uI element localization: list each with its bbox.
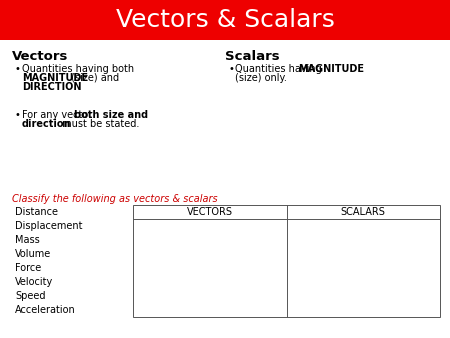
Bar bbox=[133, 205, 440, 317]
Text: (size) and: (size) and bbox=[68, 73, 119, 83]
Text: Acceleration: Acceleration bbox=[15, 305, 76, 315]
Text: VECTORS: VECTORS bbox=[187, 207, 233, 217]
Text: •: • bbox=[15, 64, 21, 74]
Text: Classify the following as vectors & scalars: Classify the following as vectors & scal… bbox=[12, 194, 218, 204]
Text: SCALARS: SCALARS bbox=[341, 207, 386, 217]
Text: For any vector: For any vector bbox=[22, 110, 95, 120]
Text: direction: direction bbox=[22, 119, 72, 129]
Text: Distance: Distance bbox=[15, 207, 58, 217]
Text: Scalars: Scalars bbox=[225, 50, 279, 63]
Text: Velocity: Velocity bbox=[15, 277, 53, 287]
Text: •: • bbox=[228, 64, 234, 74]
Text: MAGNITUDE: MAGNITUDE bbox=[298, 64, 364, 74]
Text: .: . bbox=[67, 82, 70, 92]
Text: Volume: Volume bbox=[15, 249, 51, 259]
Text: Displacement: Displacement bbox=[15, 221, 82, 231]
Text: MAGNITUDE: MAGNITUDE bbox=[22, 73, 88, 83]
Text: (size) only.: (size) only. bbox=[235, 73, 287, 83]
Text: •: • bbox=[15, 110, 21, 120]
Bar bbox=[0, 0, 450, 40]
Text: Quantities having both: Quantities having both bbox=[22, 64, 134, 74]
Text: Quantities having: Quantities having bbox=[235, 64, 325, 74]
Text: Mass: Mass bbox=[15, 235, 40, 245]
Text: both size and: both size and bbox=[74, 110, 148, 120]
Text: DIRECTION: DIRECTION bbox=[22, 82, 81, 92]
Text: Vectors: Vectors bbox=[12, 50, 68, 63]
Text: Vectors & Scalars: Vectors & Scalars bbox=[116, 8, 334, 32]
Text: Force: Force bbox=[15, 263, 41, 273]
Text: must be stated.: must be stated. bbox=[59, 119, 140, 129]
Text: Speed: Speed bbox=[15, 291, 45, 301]
